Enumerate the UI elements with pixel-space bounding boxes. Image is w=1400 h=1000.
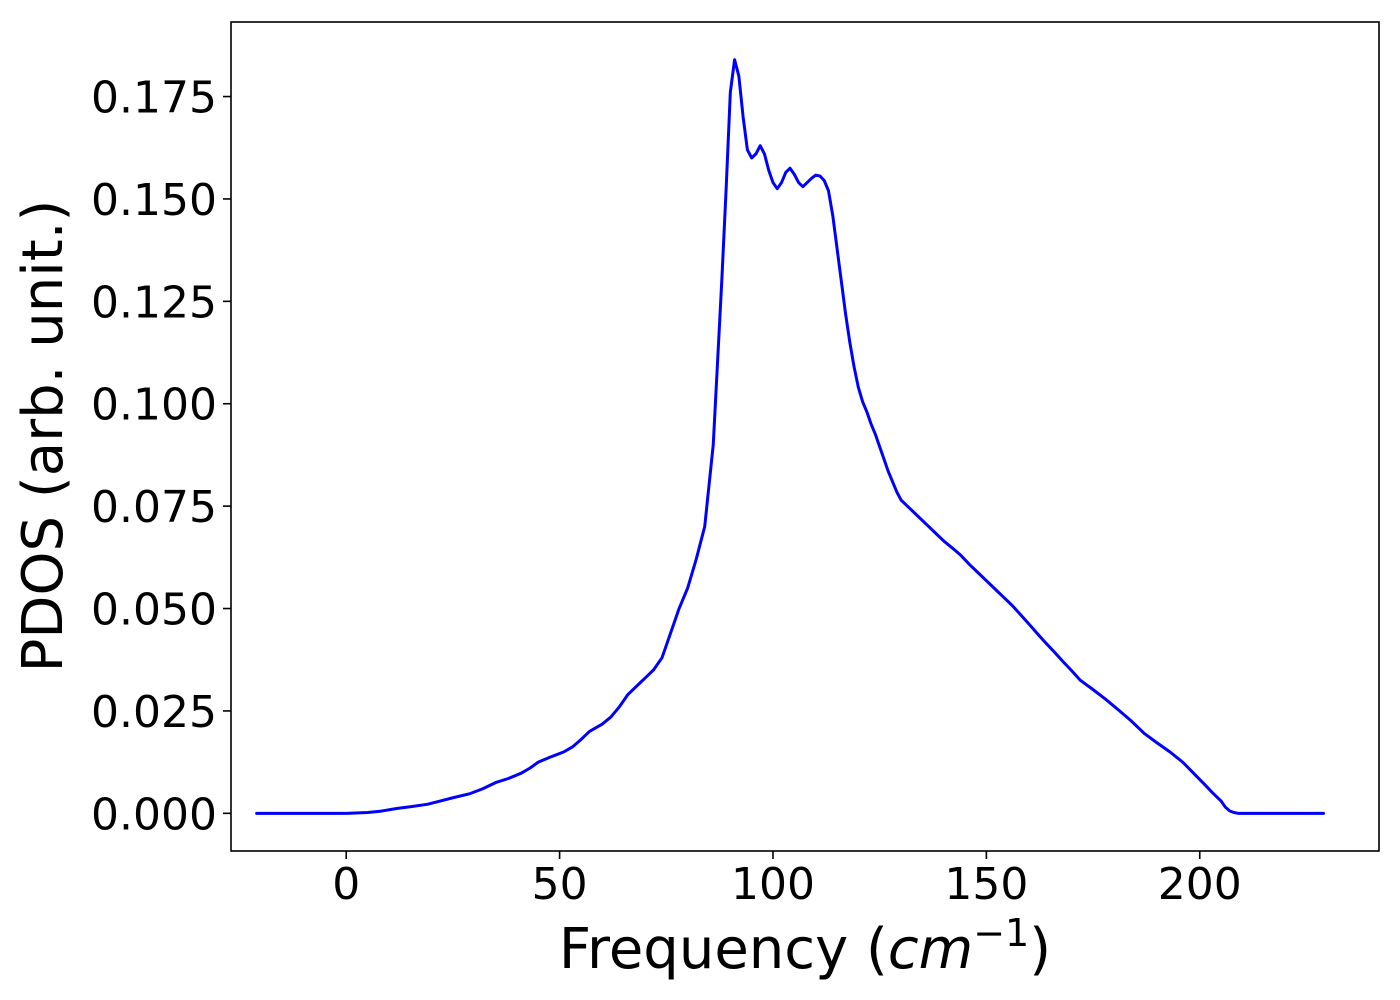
x-tick-label: 0 — [332, 859, 360, 910]
y-tick-label: 0.025 — [91, 687, 217, 738]
plot-frame — [230, 21, 1380, 852]
y-tick-label: 0.175 — [91, 73, 217, 124]
y-tick-label: 0.050 — [91, 585, 217, 636]
y-tick-label: 0.125 — [91, 277, 217, 328]
x-tick-label: 50 — [532, 859, 588, 910]
pdos-series-line — [255, 58, 1326, 815]
y-tick-label: 0.100 — [91, 380, 217, 431]
y-tick-label: 0.075 — [91, 482, 217, 533]
x-tick-label: 200 — [1158, 859, 1242, 910]
x-axis-label: Frequency (cm−1) — [559, 911, 1051, 982]
x-tick-label: 150 — [944, 859, 1028, 910]
y-axis-ticks: 0.000 0.025 0.050 0.075 0.100 0.125 0.150 0.175 — [91, 73, 231, 840]
y-tick-label: 0.000 — [91, 789, 217, 840]
x-tick-label: 100 — [731, 859, 815, 910]
y-axis-label: PDOS (arb. unit.) — [11, 200, 76, 673]
x-axis-ticks: 0 50 100 150 200 — [332, 851, 1242, 910]
y-tick-label: 0.150 — [91, 175, 217, 226]
